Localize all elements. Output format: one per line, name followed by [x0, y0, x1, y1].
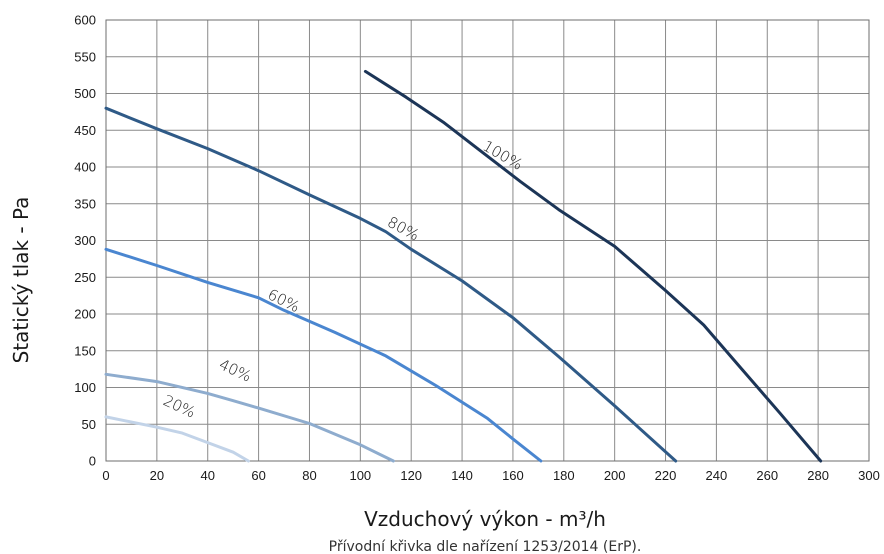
x-tick-label: 100: [349, 468, 371, 483]
x-tick-label: 260: [756, 468, 778, 483]
series-line-80-percent: [104, 106, 678, 463]
y-tick-label: 450: [74, 123, 96, 138]
x-tick-label: 140: [451, 468, 473, 483]
x-tick-label: 280: [807, 468, 829, 483]
series-group: [104, 69, 823, 463]
x-tick-label: 300: [858, 468, 880, 483]
x-tick-label: 20: [150, 468, 164, 483]
x-tick-label: 80: [302, 468, 316, 483]
x-axis-title: Vzduchový výkon - m³/h: [364, 507, 606, 531]
y-tick-label: 200: [74, 307, 96, 322]
x-tick-label: 160: [502, 468, 524, 483]
curve-label: 20%: [160, 391, 198, 421]
x-tick-label: 220: [655, 468, 677, 483]
y-tick-label: 50: [82, 417, 96, 432]
x-tick-label: 200: [604, 468, 626, 483]
x-tick-label: 60: [251, 468, 265, 483]
series-line-20-percent: [104, 415, 250, 463]
y-tick-label: 100: [74, 380, 96, 395]
grid: [105, 19, 870, 462]
x-tick-label: 120: [400, 468, 422, 483]
series-line-40-percent: [104, 372, 395, 463]
chart-caption: Přívodní křivka dle nařízení 1253/2014 (…: [329, 539, 642, 554]
y-tick-label: 300: [74, 233, 96, 248]
x-tick-label: 40: [200, 468, 214, 483]
y-tick-label: 400: [74, 160, 96, 175]
tick-labels: 0 20 40 60 80 100 120 140 160 180 200 220 240 260 280 3…: [74, 13, 880, 484]
series-line-100-percent: [363, 69, 823, 463]
x-tick-label: 0: [102, 468, 109, 483]
series-line-60-percent: [104, 247, 543, 463]
y-tick-label: 150: [74, 343, 96, 358]
y-tick-label: 350: [74, 196, 96, 211]
y-tick-label: 500: [74, 86, 96, 101]
plot-area-border: [105, 19, 870, 462]
x-tick-label: 180: [553, 468, 575, 483]
curve-labels: 100%80%60%40%20%: [160, 137, 525, 422]
y-tick-label: 550: [74, 49, 96, 64]
y-axis-title: Statický tlak - Pa: [9, 197, 33, 364]
curve-label: 80%: [384, 213, 422, 245]
y-tick-label: 0: [89, 454, 96, 469]
curve-label: 40%: [216, 355, 254, 385]
y-tick-label: 600: [74, 13, 96, 28]
y-tick-label: 250: [74, 270, 96, 285]
x-tick-label: 240: [706, 468, 728, 483]
axes: [105, 19, 870, 462]
